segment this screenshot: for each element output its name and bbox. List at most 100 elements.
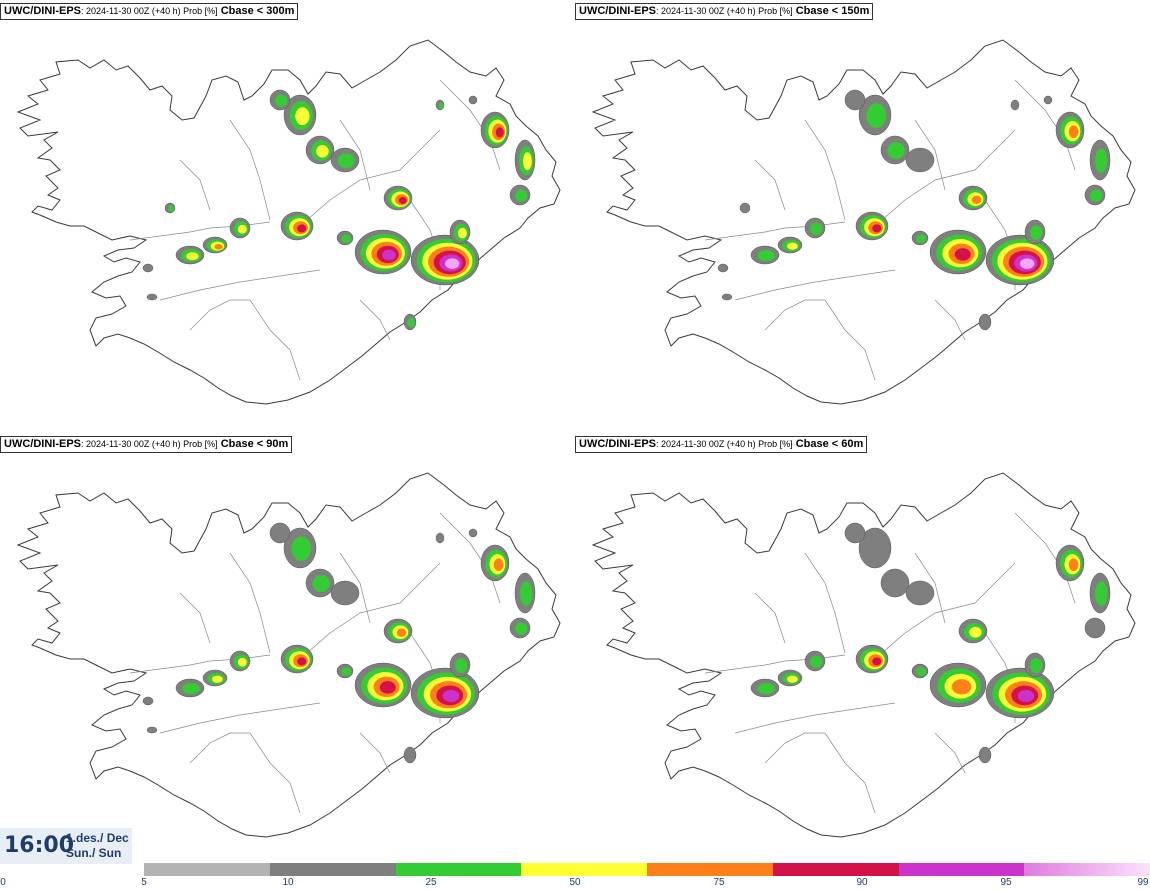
- probability-contour: [214, 244, 223, 250]
- map-panel-3: UWC/DINI-EPS: 2024-11-30 00Z (+40 h) Pro…: [0, 433, 575, 869]
- probability-contour: [810, 655, 823, 668]
- probability-contour: [954, 248, 971, 261]
- map-panel-2: UWC/DINI-EPS: 2024-11-30 00Z (+40 h) Pro…: [575, 0, 1150, 436]
- iceland-map: [16, 39, 561, 405]
- map-panel-1: UWC/DINI-EPS: 2024-11-30 00Z (+40 h) Pro…: [0, 0, 575, 436]
- iceland-map: [591, 39, 1136, 405]
- probability-contour: [295, 107, 310, 126]
- probability-contour: [146, 726, 158, 734]
- probability-contour: [269, 522, 291, 544]
- region-border: [229, 552, 271, 654]
- colorbar-tick-label: 25: [425, 877, 437, 888]
- region-border: [249, 732, 301, 814]
- probability-contour: [1030, 658, 1043, 673]
- region-border: [734, 269, 896, 301]
- probability-contour: [1020, 258, 1035, 269]
- region-border: [1014, 79, 1076, 171]
- model-source: UWC/DINI-EPS: [579, 438, 656, 450]
- probability-contour: [1068, 125, 1079, 139]
- panel-title: UWC/DINI-EPS: 2024-11-30 00Z (+40 h) Pro…: [575, 436, 868, 453]
- probability-contour: [520, 581, 533, 606]
- probability-contour: [445, 258, 460, 269]
- run-info: : 2024-11-30 00Z (+40 h) Prob [%]: [656, 439, 793, 449]
- probability-contour: [341, 234, 352, 243]
- probability-contour: [522, 152, 532, 171]
- probability-contour: [969, 626, 982, 638]
- region-border: [874, 562, 1016, 660]
- probability-contour: [468, 528, 478, 538]
- region-border: [764, 299, 825, 331]
- colorbar-tick-label: 50: [569, 877, 581, 888]
- probability-contour: [916, 667, 927, 676]
- colorbar-tick-label: 95: [1000, 877, 1012, 888]
- map-panel-4: UWC/DINI-EPS: 2024-11-30 00Z (+40 h) Pro…: [575, 433, 1150, 869]
- region-border: [754, 159, 786, 211]
- probability-contour: [810, 222, 823, 235]
- probability-contour: [515, 622, 528, 635]
- probability-contour: [330, 580, 360, 606]
- probability-contour: [237, 657, 247, 667]
- probability-contour: [1084, 617, 1106, 639]
- region-border: [339, 119, 371, 191]
- probability-contour: [978, 313, 992, 331]
- probability-contour: [142, 696, 154, 706]
- probability-contour: [866, 103, 887, 128]
- region-border: [914, 119, 946, 191]
- probability-contour: [787, 675, 798, 683]
- probability-contour: [1095, 581, 1108, 606]
- probability-contour: [905, 147, 935, 173]
- probability-contour: [717, 263, 729, 273]
- probability-contour: [182, 683, 200, 695]
- region-border: [159, 702, 321, 734]
- probability-contour: [291, 536, 312, 561]
- region-border: [339, 552, 371, 624]
- valid-time-box: 16:00 1.des./ Dec Sun./ Sun: [0, 828, 132, 864]
- probability-contour: [297, 657, 307, 666]
- probability-contour: [757, 250, 775, 262]
- valid-time: 16:00: [4, 833, 75, 858]
- probability-contour: [872, 224, 882, 233]
- region-border: [934, 299, 966, 341]
- probability-contour: [905, 580, 935, 606]
- colorbar-segment: [144, 863, 271, 876]
- probability-contour: [880, 568, 910, 598]
- colorbar-tick-label: 5: [141, 877, 147, 888]
- region-border: [249, 299, 301, 381]
- probability-contour: [455, 658, 468, 673]
- probability-contour: [438, 102, 444, 109]
- variable-label: Cbase < 150m: [795, 5, 870, 17]
- probability-contour: [971, 195, 982, 204]
- probability-contour: [887, 141, 905, 160]
- probability-contour: [237, 224, 247, 234]
- region-border: [189, 732, 250, 764]
- iceland-map: [16, 472, 561, 838]
- probability-contour: [721, 293, 733, 301]
- colorbar-segment: [772, 863, 899, 876]
- colorbar-tick-label: 99: [1137, 877, 1149, 888]
- probability-contour: [1090, 189, 1103, 202]
- region-border: [804, 119, 846, 221]
- probability-contour: [316, 144, 329, 158]
- region-border: [359, 299, 391, 341]
- colorbar-segment: [1024, 863, 1150, 876]
- probability-contour: [212, 675, 223, 683]
- probability-contour: [435, 532, 445, 544]
- region-border: [179, 159, 211, 211]
- colorbar-segment: [269, 863, 396, 876]
- region-border: [1014, 512, 1076, 604]
- region-border: [824, 299, 876, 381]
- probability-contour: [186, 252, 199, 261]
- probability-contour: [493, 558, 504, 572]
- probability-contour: [872, 657, 882, 666]
- panel-title: UWC/DINI-EPS: 2024-11-30 00Z (+40 h) Pro…: [575, 3, 874, 20]
- model-source: UWC/DINI-EPS: [4, 438, 81, 450]
- probability-contour: [739, 202, 751, 214]
- region-border: [159, 269, 321, 301]
- probability-contour: [1010, 99, 1020, 111]
- probability-contour: [337, 153, 355, 168]
- model-source: UWC/DINI-EPS: [579, 5, 656, 17]
- probability-contour: [1017, 689, 1035, 703]
- probability-contour: [341, 667, 352, 676]
- region-border: [299, 129, 441, 227]
- probability-contour: [142, 263, 154, 273]
